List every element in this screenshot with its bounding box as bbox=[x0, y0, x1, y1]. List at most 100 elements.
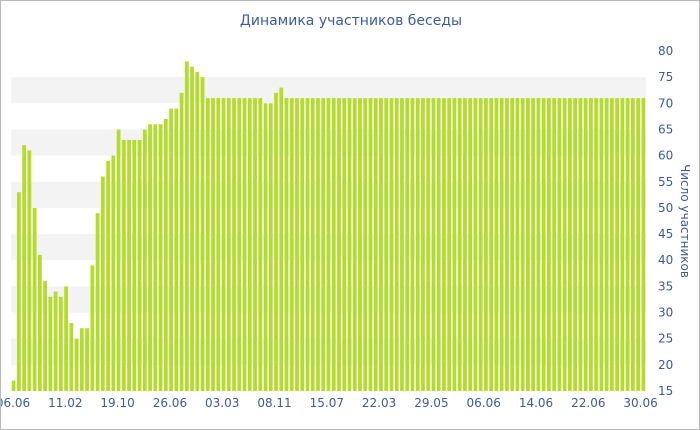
bar bbox=[116, 129, 121, 391]
bar bbox=[253, 98, 257, 391]
x-tick-label: 14.06 bbox=[519, 396, 553, 410]
bar bbox=[247, 98, 252, 391]
bar bbox=[568, 98, 572, 391]
bar bbox=[415, 98, 420, 391]
bar bbox=[85, 328, 89, 391]
bar bbox=[478, 98, 483, 391]
y-tick-label: 25 bbox=[658, 332, 673, 346]
y-tick-label: 15 bbox=[658, 384, 673, 398]
bar bbox=[11, 380, 16, 391]
bar bbox=[237, 98, 242, 391]
bar bbox=[106, 160, 110, 391]
bar bbox=[153, 124, 158, 391]
bar bbox=[379, 98, 383, 391]
x-tick-label: 08.11 bbox=[257, 396, 291, 410]
bar bbox=[289, 98, 294, 391]
bar bbox=[179, 92, 184, 391]
bar bbox=[499, 98, 504, 391]
bar bbox=[373, 98, 378, 391]
bar bbox=[58, 296, 63, 391]
bar bbox=[615, 98, 620, 391]
bar bbox=[384, 98, 389, 391]
chart-title: Динамика участников беседы bbox=[239, 13, 463, 29]
x-tick-label: 30.06 bbox=[623, 396, 657, 410]
bar bbox=[268, 103, 273, 391]
bar bbox=[305, 98, 310, 391]
bar bbox=[636, 98, 641, 391]
bar bbox=[426, 98, 431, 391]
bar bbox=[310, 98, 315, 391]
x-tick-label: 22.06 bbox=[571, 396, 605, 410]
bar bbox=[274, 92, 278, 391]
bar bbox=[337, 98, 341, 391]
bar bbox=[295, 98, 299, 391]
bar bbox=[552, 98, 557, 391]
y-tick-label: 30 bbox=[658, 306, 673, 320]
bar bbox=[494, 98, 499, 391]
bar bbox=[468, 98, 473, 391]
bar bbox=[442, 98, 446, 391]
bar bbox=[410, 98, 415, 391]
bar bbox=[111, 155, 116, 391]
bar bbox=[562, 98, 567, 391]
bar bbox=[169, 108, 173, 391]
bar bbox=[358, 98, 362, 391]
bar bbox=[505, 98, 509, 391]
y-tick-label: 60 bbox=[658, 149, 673, 163]
bar bbox=[515, 98, 520, 391]
bar bbox=[69, 323, 74, 391]
bar bbox=[368, 98, 373, 391]
bar bbox=[64, 286, 68, 391]
bar bbox=[95, 213, 100, 391]
bar bbox=[43, 281, 47, 391]
bar bbox=[32, 207, 37, 391]
y-tick-label: 80 bbox=[658, 44, 673, 58]
bar bbox=[331, 98, 336, 391]
bar bbox=[200, 77, 205, 392]
bar bbox=[352, 98, 357, 391]
x-tick-label: 03.03 bbox=[205, 396, 239, 410]
bar bbox=[137, 139, 142, 391]
bar bbox=[589, 98, 593, 391]
bar bbox=[205, 98, 210, 391]
bar bbox=[195, 71, 200, 392]
bar bbox=[620, 98, 625, 391]
bar bbox=[520, 98, 525, 391]
bar bbox=[174, 108, 179, 391]
bar bbox=[400, 98, 404, 391]
bar bbox=[321, 98, 326, 391]
bar bbox=[90, 265, 95, 391]
bar bbox=[484, 98, 488, 391]
bar bbox=[284, 98, 289, 391]
bar bbox=[599, 98, 604, 391]
y-tick-label: 75 bbox=[658, 70, 673, 84]
bar bbox=[79, 328, 84, 391]
bar bbox=[547, 98, 551, 391]
bar bbox=[279, 87, 284, 392]
bar bbox=[326, 98, 331, 391]
y-tick-label: 65 bbox=[658, 123, 673, 137]
bar bbox=[630, 98, 635, 391]
bar bbox=[226, 98, 231, 391]
bar bbox=[53, 291, 58, 391]
bar bbox=[216, 98, 221, 391]
bar bbox=[74, 338, 79, 391]
bar bbox=[184, 61, 189, 392]
bar bbox=[610, 98, 614, 391]
bar bbox=[158, 124, 163, 391]
bar bbox=[573, 98, 578, 391]
bar bbox=[489, 98, 494, 391]
x-tick-label: 06.06 bbox=[467, 396, 501, 410]
bar bbox=[641, 98, 646, 391]
bar bbox=[473, 98, 478, 391]
y-tick-label: 50 bbox=[658, 201, 673, 215]
bar bbox=[394, 98, 399, 391]
x-tick-label: 29.05 bbox=[414, 396, 448, 410]
bar bbox=[583, 98, 588, 391]
x-tick-label: 06.06 bbox=[1, 396, 30, 410]
x-tick-label: 22.03 bbox=[362, 396, 396, 410]
bar bbox=[27, 150, 32, 391]
bar bbox=[211, 98, 215, 391]
bar bbox=[132, 139, 137, 391]
